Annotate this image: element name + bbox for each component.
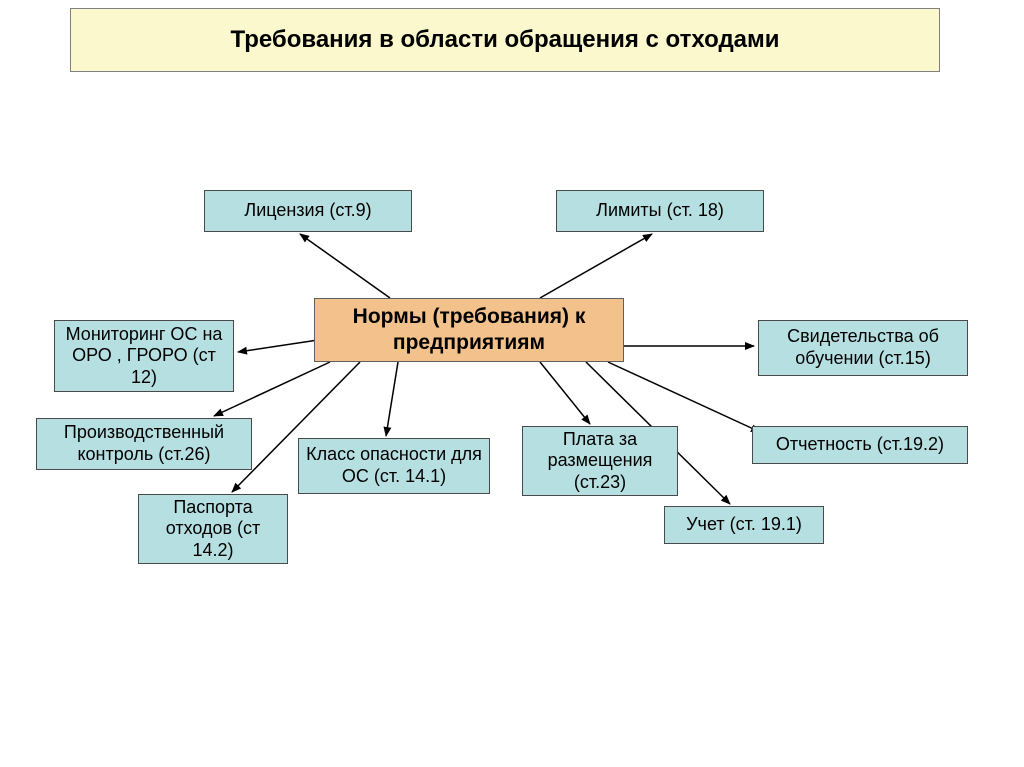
edge-2 xyxy=(238,340,318,352)
node-hazard-text: Класс опасности для ОС (ст. 14.1) xyxy=(305,444,483,487)
node-passport: Паспорта отходов (ст 14.2) xyxy=(138,494,288,564)
diagram-title-text: Требования в области обращения с отходам… xyxy=(230,26,779,54)
center-node: Нормы (требования) к предприятиям xyxy=(314,298,624,362)
node-fee-text: Плата за размещения (ст.23) xyxy=(529,429,671,494)
node-monitor: Мониторинг ОС на ОРО , ГРОРО (ст 12) xyxy=(54,320,234,392)
center-node-text: Нормы (требования) к предприятиям xyxy=(325,304,613,357)
diagram-title: Требования в области обращения с отходам… xyxy=(70,8,940,72)
node-account-text: Учет (ст. 19.1) xyxy=(686,514,802,536)
node-license: Лицензия (ст.9) xyxy=(204,190,412,232)
node-prodctrl-text: Производственный контроль (ст.26) xyxy=(43,422,245,465)
node-limits-text: Лимиты (ст. 18) xyxy=(596,200,724,222)
node-monitor-text: Мониторинг ОС на ОРО , ГРОРО (ст 12) xyxy=(61,324,227,389)
node-fee: Плата за размещения (ст.23) xyxy=(522,426,678,496)
node-license-text: Лицензия (ст.9) xyxy=(244,200,371,222)
node-prodctrl: Производственный контроль (ст.26) xyxy=(36,418,252,470)
edge-0 xyxy=(300,234,390,298)
edge-1 xyxy=(540,234,652,298)
node-cert: Свидетельства об обучении (ст.15) xyxy=(758,320,968,376)
node-passport-text: Паспорта отходов (ст 14.2) xyxy=(145,497,281,562)
node-report: Отчетность (ст.19.2) xyxy=(752,426,968,464)
node-report-text: Отчетность (ст.19.2) xyxy=(776,434,944,456)
edge-7 xyxy=(540,362,590,424)
node-account: Учет (ст. 19.1) xyxy=(664,506,824,544)
node-limits: Лимиты (ст. 18) xyxy=(556,190,764,232)
edge-6 xyxy=(386,362,398,436)
node-cert-text: Свидетельства об обучении (ст.15) xyxy=(765,326,961,369)
edge-5 xyxy=(608,362,760,432)
node-hazard: Класс опасности для ОС (ст. 14.1) xyxy=(298,438,490,494)
